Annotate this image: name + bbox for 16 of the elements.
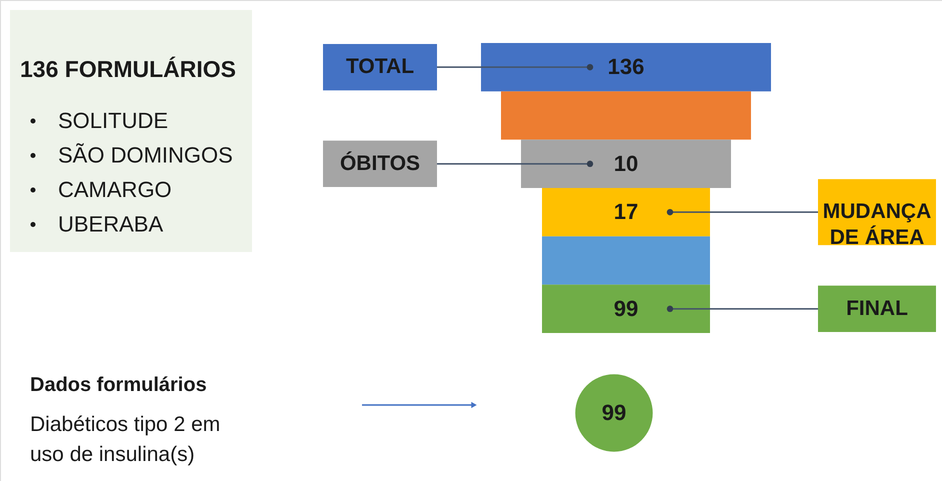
category-label: TOTAL	[346, 55, 414, 78]
text: Diabéticos tipo 2 em uso de insulina(s)	[30, 413, 220, 466]
category-label: FINAL	[846, 296, 908, 320]
data-label: 136	[608, 54, 644, 80]
text: CAMARGO	[58, 177, 172, 202]
text: SÃO DOMINGOS	[58, 142, 233, 168]
data-label: 17	[614, 199, 638, 224]
data-label: 99	[614, 296, 638, 321]
category-label: ÓBITOS	[340, 150, 420, 175]
text: 99	[602, 400, 626, 425]
text: Dados formulários	[30, 374, 207, 396]
data-label: 10	[614, 150, 638, 176]
category-label: MUDANÇA DE ÁREA	[822, 200, 932, 250]
text: SOLITUDE	[58, 108, 168, 133]
text: 136 FORMULÁRIOS	[20, 56, 236, 82]
text: UBERABA	[58, 212, 164, 236]
